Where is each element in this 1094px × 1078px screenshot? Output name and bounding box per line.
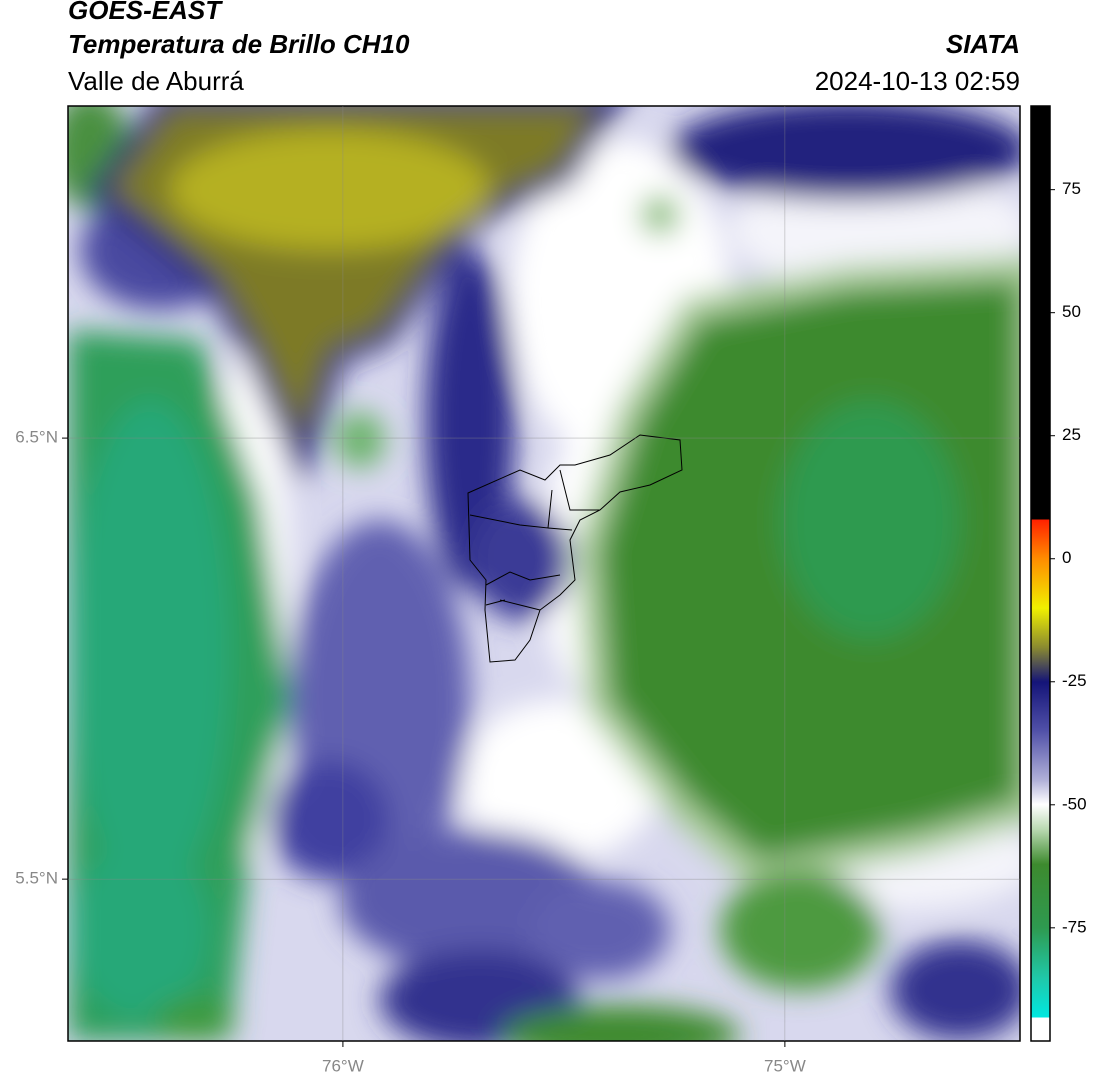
colorbar-tick-label: -25 (1062, 671, 1087, 690)
valley-boundary (467, 434, 683, 663)
timestamp: 2024-10-13 02:59 (815, 66, 1020, 96)
x-tick-label: 76°W (322, 1056, 364, 1075)
colorbar-tick-label: 25 (1062, 425, 1081, 444)
y-tick-label: 5.5°N (15, 869, 58, 888)
subtitle: Temperatura de Brillo CH10 (68, 29, 410, 59)
colorbar (1030, 105, 1051, 1042)
map-frame (67, 105, 1021, 1042)
colorbar-tick-label: -75 (1062, 917, 1087, 936)
source: SIATA (946, 29, 1020, 59)
title: GOES-EAST (68, 0, 223, 25)
colorbar-tick-label: -50 (1062, 794, 1087, 813)
colorbar-tick-label: 50 (1062, 302, 1081, 321)
region: Valle de Aburrá (68, 66, 244, 96)
y-tick-label: 6.5°N (15, 428, 58, 447)
colorbar-tick-label: 0 (1062, 548, 1071, 567)
x-tick-label: 75°W (764, 1056, 806, 1075)
satellite-image (68, 106, 1020, 1041)
colorbar-tick-label: 75 (1062, 179, 1081, 198)
